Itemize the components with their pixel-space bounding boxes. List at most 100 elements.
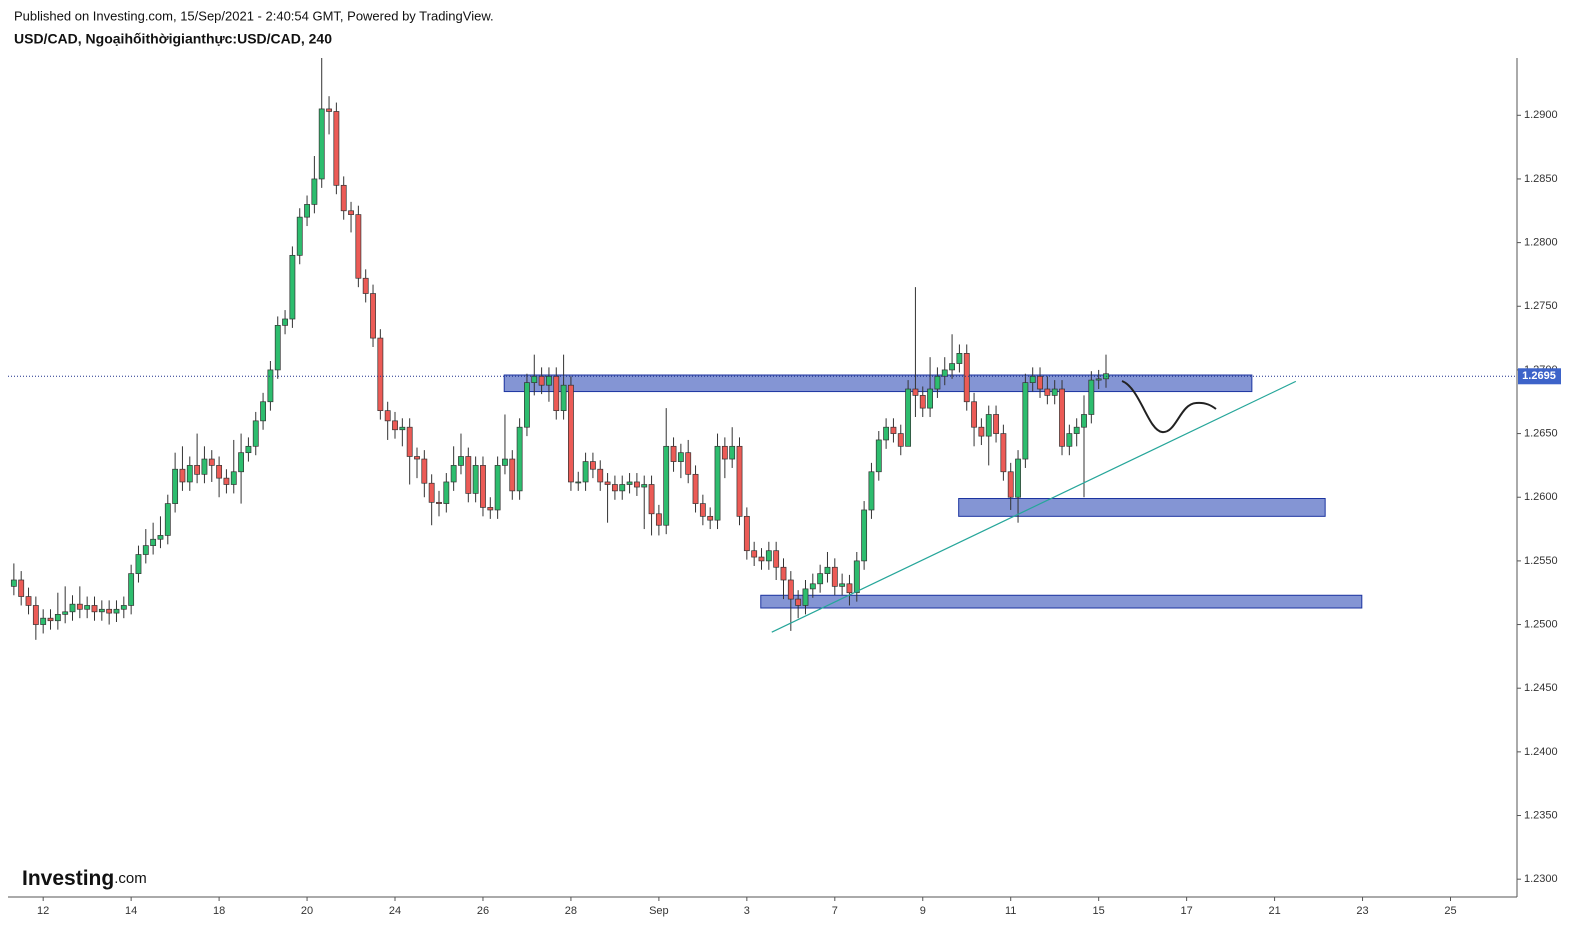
candle-body (956, 353, 963, 364)
plot-area (10, 58, 1363, 640)
trendline (771, 380, 1297, 633)
x-tick-label: 7 (832, 905, 838, 917)
candle-body (802, 588, 809, 606)
candle-body (245, 445, 252, 454)
candle-body (531, 375, 538, 384)
candle-body (18, 579, 25, 597)
candle-body (428, 482, 435, 503)
candle-body (128, 573, 135, 606)
candle-body (743, 515, 750, 552)
candle-body (179, 468, 186, 483)
y-tick-label: 1.2850 (1524, 173, 1558, 185)
candle-body (714, 445, 721, 521)
candle-body (377, 337, 384, 412)
candle-body (274, 325, 281, 371)
y-tick-label: 1.2500 (1524, 618, 1558, 630)
y-tick-label: 1.2450 (1524, 682, 1558, 694)
x-tick-label: 28 (565, 905, 577, 917)
x-tick-label: 21 (1268, 905, 1280, 917)
candle-body (846, 583, 853, 594)
x-tick-label: 11 (1005, 905, 1016, 917)
candle-body (370, 293, 376, 339)
candle-body (883, 426, 890, 441)
candle-body (1066, 433, 1073, 447)
candle-body (831, 566, 838, 587)
candle-body (186, 465, 193, 483)
candle-body (106, 608, 113, 614)
candle-body (406, 426, 413, 457)
candle-body (223, 477, 230, 485)
candle-body (538, 375, 545, 386)
candle-body (912, 388, 919, 396)
candle-body (399, 426, 406, 431)
candle-body (568, 384, 574, 483)
candle-body (641, 484, 648, 488)
candle-body (699, 503, 706, 517)
candle-body (524, 382, 530, 428)
candle-body (472, 465, 479, 494)
candle-body (450, 465, 457, 483)
y-tick-label: 1.2550 (1524, 555, 1558, 567)
candle-body (392, 420, 398, 431)
candle-body (238, 452, 245, 473)
candle-body (809, 583, 816, 590)
source-note: Published on Investing.com, 15/Sep/2021 … (14, 8, 494, 23)
candle-body (780, 566, 787, 581)
candle-body (941, 369, 948, 377)
candle-body (260, 401, 266, 422)
candle-body (736, 445, 743, 517)
candle-body (172, 468, 179, 504)
candle-body (230, 471, 237, 485)
candle-body (216, 465, 223, 479)
candle-body (604, 481, 611, 485)
logo: Investing.com (22, 867, 147, 890)
y-tick-label: 1.2300 (1524, 873, 1558, 885)
candle-body (1044, 388, 1051, 396)
candle-body (765, 550, 772, 562)
candle-body (773, 550, 780, 568)
candle-body (355, 214, 362, 279)
candle-body (795, 598, 802, 606)
candle-body (384, 410, 391, 422)
y-tick-label: 1.2350 (1524, 809, 1558, 821)
candle-body (348, 210, 354, 215)
candle-body (509, 458, 516, 492)
x-tick-label: 15 (1093, 905, 1105, 917)
candle-body (655, 513, 662, 526)
x-tick-label: 26 (477, 905, 489, 917)
candle-body (120, 605, 127, 610)
candle-body (919, 395, 926, 409)
candle-body (626, 481, 633, 485)
candle-body (164, 503, 171, 536)
candle-body (934, 375, 941, 390)
candle-body (560, 384, 567, 412)
candle-body (516, 426, 523, 492)
x-tick-label: 14 (125, 905, 137, 917)
candle-body (142, 545, 149, 555)
candle-body (1081, 414, 1087, 428)
candle-body (76, 603, 83, 610)
y-tick-label: 1.2650 (1524, 427, 1558, 439)
candle-body (289, 254, 296, 320)
candle-body (296, 216, 303, 256)
candle-body (1029, 375, 1036, 384)
candle-body (362, 277, 369, 294)
y-tick-label: 1.2900 (1524, 109, 1558, 121)
candle-body (318, 108, 325, 180)
candle-body (47, 617, 54, 622)
candle-body (1051, 388, 1058, 396)
candle-body (443, 481, 450, 504)
y-tick-label: 1.2600 (1524, 491, 1558, 503)
candle-body (1000, 433, 1007, 473)
last-price-label: 1.2695 (1522, 370, 1556, 382)
candle-body (875, 439, 882, 473)
x-tick-label: 20 (301, 905, 313, 917)
candle-body (436, 501, 442, 504)
candle-body (150, 538, 157, 546)
candle-body (949, 363, 955, 371)
y-tick-label: 1.2400 (1524, 746, 1558, 758)
logo-suffix: .com (114, 870, 147, 887)
candle-body (589, 461, 596, 470)
candle-body (1037, 375, 1043, 390)
